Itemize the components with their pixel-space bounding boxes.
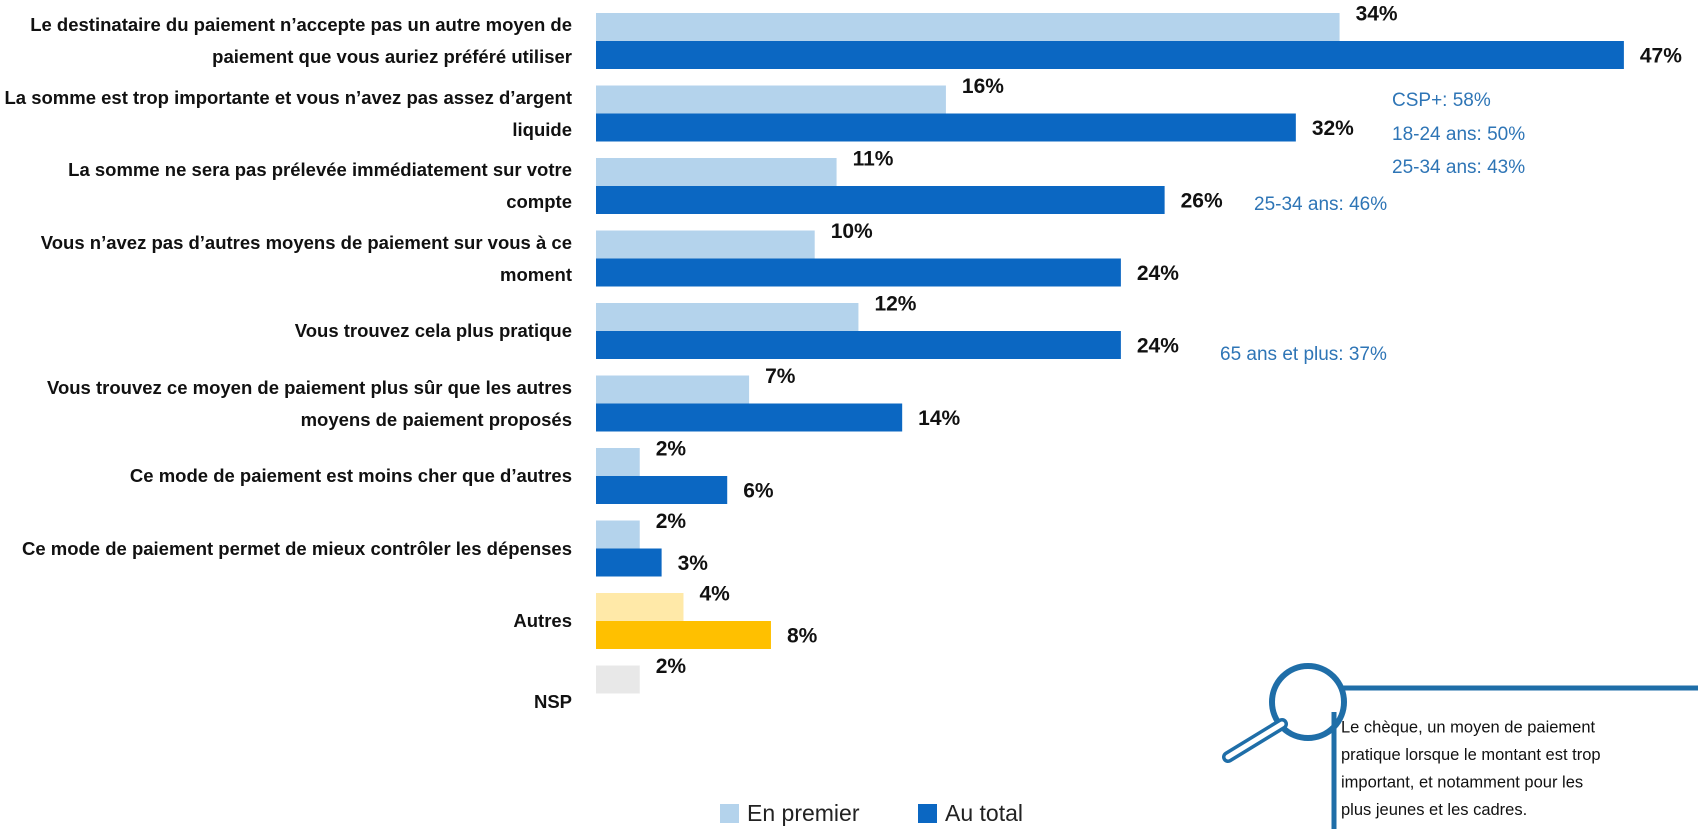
bar — [596, 593, 684, 621]
value-label: 14% — [918, 407, 960, 430]
value-label: 4% — [699, 583, 730, 606]
bar — [596, 448, 640, 476]
value-label: 24% — [1137, 335, 1179, 358]
bar — [596, 186, 1165, 214]
magnifier-lens — [1269, 663, 1347, 741]
bar — [596, 85, 946, 114]
value-label: 6% — [743, 480, 774, 503]
category-label: La somme ne sera pas prélevée immédiatem… — [68, 159, 572, 212]
value-label: 2% — [656, 438, 687, 461]
bar — [596, 621, 771, 649]
callout-text: Le chèque, un moyen de paiement — [1341, 718, 1596, 736]
bar — [596, 375, 750, 404]
legend-swatch — [720, 804, 739, 823]
bar — [596, 258, 1121, 287]
bar — [596, 113, 1296, 142]
value-label: 11% — [853, 148, 894, 171]
category-label: Vous trouvez ce moyen de paiement plus s… — [46, 376, 572, 430]
category-label: Vous trouvez cela plus pratique — [294, 320, 572, 341]
value-label: 16% — [962, 75, 1004, 98]
bar — [596, 403, 903, 432]
callout-text: plus jeunes et les cadres. — [1341, 801, 1527, 819]
bar — [596, 548, 662, 577]
value-label: 12% — [874, 293, 916, 316]
callout-text: pratique lorsque le montant est trop — [1341, 746, 1601, 764]
bar — [596, 303, 859, 331]
value-label: 7% — [765, 365, 796, 388]
magnifier-handle-inner — [1225, 721, 1285, 760]
bar — [596, 41, 1624, 69]
value-label: 24% — [1137, 262, 1179, 285]
bar — [596, 665, 640, 694]
annotation: 25-34 ans: 43% — [1392, 157, 1525, 178]
category-label: Le destinataire du paiement n’accepte pa… — [30, 14, 572, 67]
value-label: 8% — [787, 625, 818, 648]
legend-label: En premier — [747, 800, 860, 826]
annotation: CSP+: 58% — [1392, 90, 1491, 111]
annotation: 65 ans et plus: 37% — [1220, 344, 1387, 365]
legend-label: Au total — [945, 800, 1023, 826]
value-label: 47% — [1640, 45, 1682, 68]
annotation: 18-24 ans: 50% — [1392, 124, 1525, 145]
category-label: Autres — [513, 610, 572, 631]
legend-swatch — [918, 804, 937, 823]
callout — [1222, 663, 1698, 829]
bar — [596, 230, 815, 259]
value-label: 10% — [831, 220, 873, 243]
annotation: 25-34 ans: 46% — [1254, 194, 1387, 215]
bar — [596, 476, 728, 504]
value-label: 2% — [656, 510, 687, 533]
value-label: 3% — [678, 552, 709, 575]
bar — [596, 158, 837, 186]
category-label: La somme est trop importante et vous n’a… — [4, 86, 572, 140]
value-label: 2% — [656, 655, 687, 678]
value-label: 34% — [1356, 3, 1398, 26]
category-label: Vous n’avez pas d’autres moyens de paiem… — [40, 231, 572, 285]
category-label: NSP — [533, 690, 572, 712]
category-label: Ce mode de paiement est moins cher que d… — [129, 465, 572, 486]
value-label: 26% — [1181, 190, 1223, 213]
callout-text: important, et notamment pour les — [1341, 773, 1583, 791]
bar — [596, 13, 1340, 41]
value-label: 32% — [1312, 117, 1354, 140]
category-label: Ce mode de paiement permet de mieux cont… — [21, 537, 572, 559]
bar — [596, 331, 1121, 359]
bar — [596, 520, 640, 549]
